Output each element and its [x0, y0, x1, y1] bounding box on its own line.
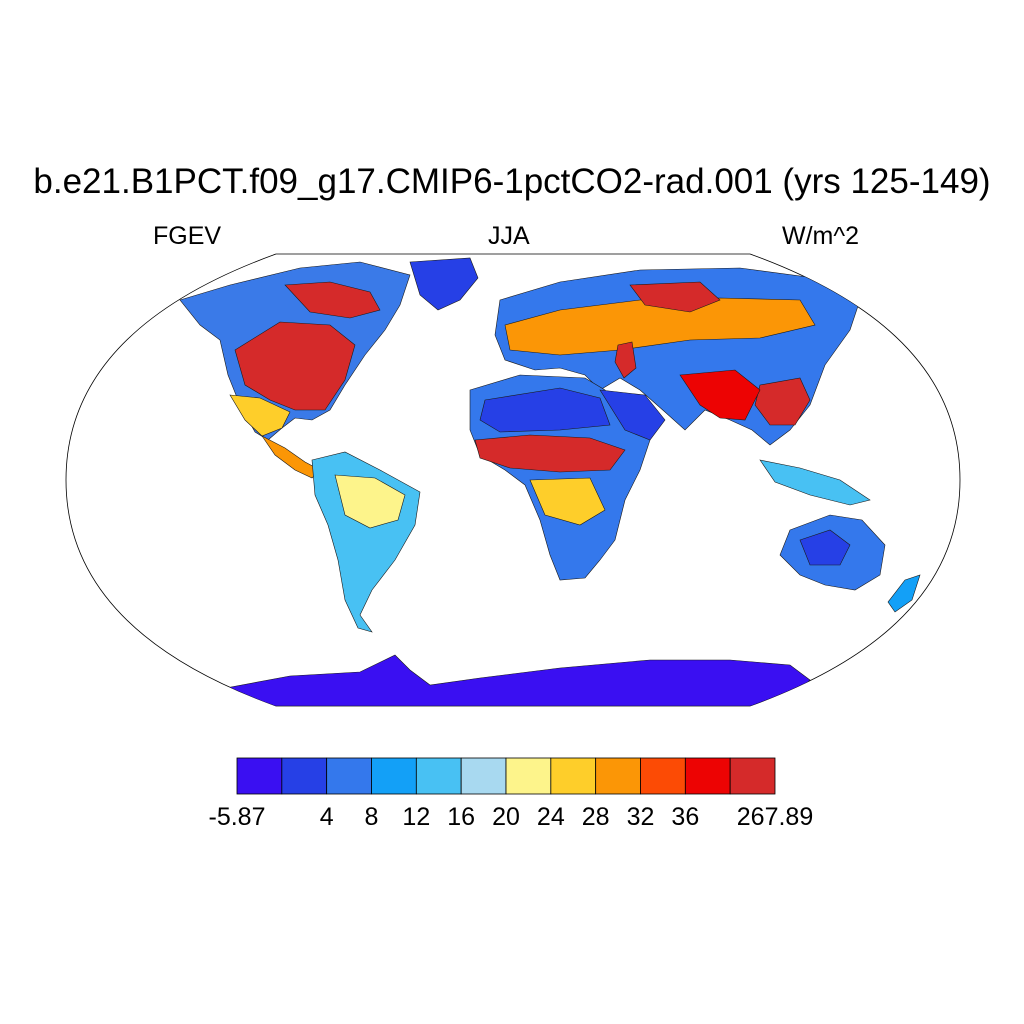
- caspian-sea: [614, 341, 637, 379]
- colorbar-tick-label: 32: [626, 803, 655, 831]
- colorbar-swatch: [684, 757, 731, 795]
- greenland-landmass: [409, 257, 479, 311]
- new-zealand-landmass: [887, 574, 921, 613]
- colorbar-tick-label: 16: [447, 803, 476, 831]
- north-america-yellow-band: [229, 394, 291, 437]
- south-asia-hotspot: [679, 369, 761, 421]
- central-africa-warm: [529, 477, 606, 526]
- colorbar-swatch: [729, 757, 776, 795]
- eurasia-warm-band: [504, 297, 816, 356]
- colorbar-tick-label: 12: [402, 803, 431, 831]
- sahara-region: [479, 387, 611, 433]
- colorbar-tick-label: 36: [671, 803, 700, 831]
- arabia-landmass: [599, 389, 666, 441]
- colorbar-tick-label: 20: [492, 803, 520, 831]
- sahel-hotspot: [474, 434, 626, 473]
- southeast-asia-islands: [759, 459, 871, 506]
- colorbar-swatch: [281, 757, 328, 795]
- east-asia-hotspot: [754, 377, 811, 426]
- colorbar-swatch: [550, 757, 597, 795]
- colorbar-tick-label: 24: [536, 803, 565, 831]
- colorbar-swatch: [595, 757, 641, 795]
- canada-hotspot: [284, 281, 381, 319]
- colorbar-tick-label: -5.87: [208, 803, 266, 831]
- south-america-hotspot: [334, 474, 406, 529]
- plot-title: b.e21.B1PCT.f09_g17.CMIP6-1pctCO2-rad.00…: [33, 162, 991, 201]
- colorbar-swatch: [505, 757, 552, 795]
- colorbar-swatch: [371, 757, 417, 795]
- colorbar: [236, 757, 776, 795]
- colorbar-swatch: [326, 757, 372, 795]
- colorbar-swatch: [236, 757, 283, 795]
- colorbar-swatch: [415, 757, 462, 795]
- colorbar-tick-label: 28: [581, 803, 610, 831]
- units-label: W/m^2: [782, 222, 860, 250]
- variable-label: FGEV: [153, 222, 222, 250]
- siberia-hotspot: [629, 281, 721, 313]
- colorbar-swatch: [640, 757, 686, 795]
- north-america-hotspot: [234, 321, 356, 411]
- season-label: JJA: [488, 222, 530, 250]
- colorbar-tick-label: 4: [319, 803, 334, 831]
- colorbar-tick-label: 8: [364, 803, 379, 831]
- colorbar-swatch: [460, 757, 507, 795]
- australia-interior: [799, 529, 851, 566]
- colorbar-tick-label: 267.89: [736, 803, 814, 831]
